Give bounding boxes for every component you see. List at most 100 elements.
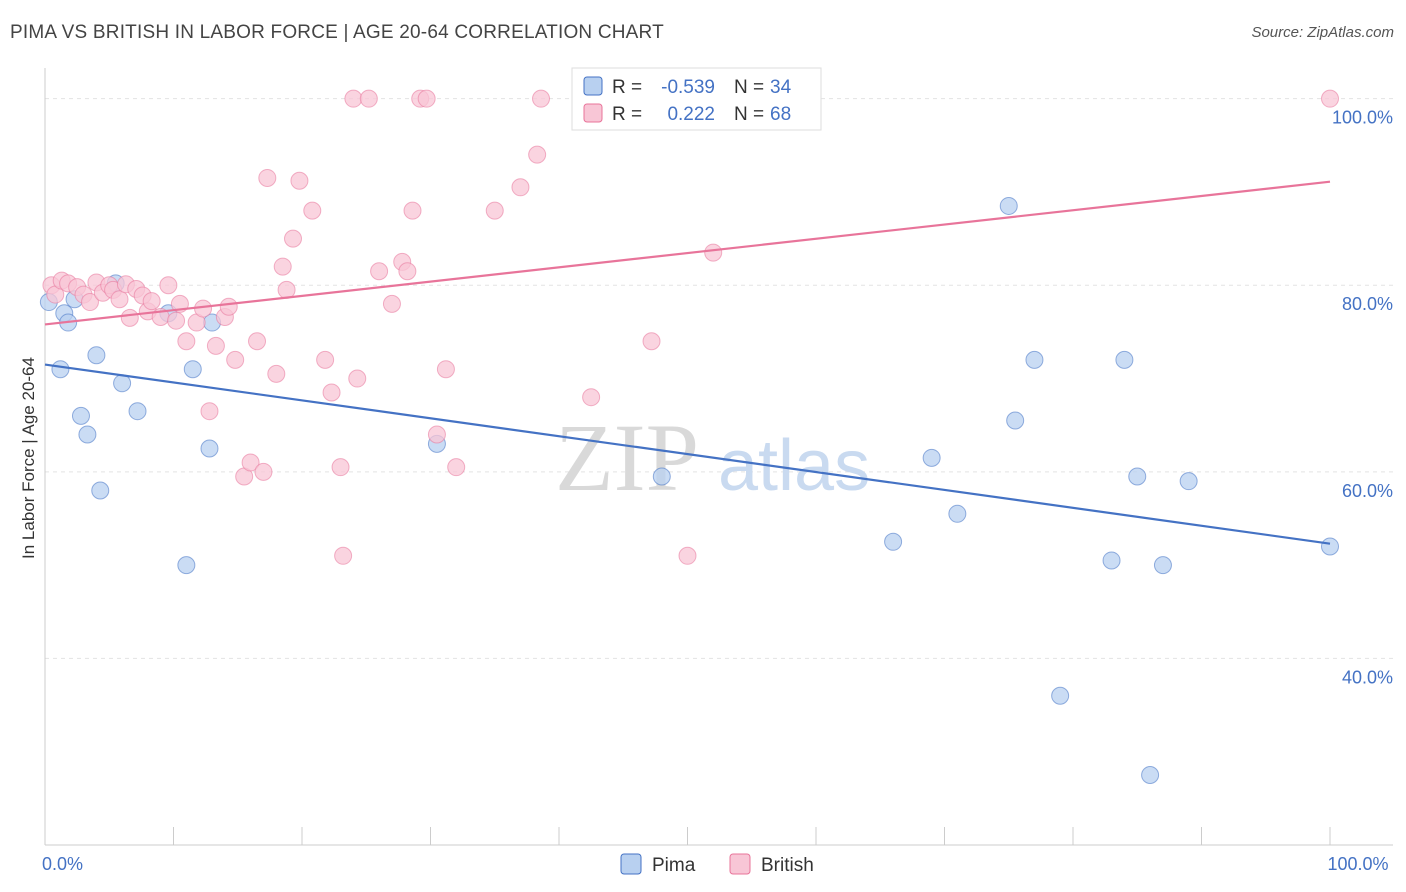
point-british [370,262,389,281]
y-tick-label: 40.0% [1342,667,1393,687]
legend-r-label-british: R = [612,104,642,125]
point-british [267,364,286,383]
grid-lines [45,98,1393,659]
point-british [241,453,260,472]
watermark-zip: ZIP [555,404,699,511]
trend-line-british [44,180,1331,326]
watermark: ZIP atlas [555,404,870,511]
y-tick-label: 100.0% [1332,108,1393,128]
point-british [403,201,422,220]
series-legend: Pima British [620,853,814,876]
axes [44,68,1393,846]
point-british [273,257,292,276]
point-british [427,425,446,444]
point-british [359,89,378,108]
y-tick-label: 60.0% [1342,481,1393,501]
point-british [316,350,335,369]
point-pima [200,439,219,458]
point-pima [113,374,132,393]
point-british [511,178,530,197]
legend-r-value-pima: -0.539 [661,77,715,98]
point-pima [1321,537,1339,556]
point-pima [1025,350,1044,369]
point-pima [652,467,671,486]
legend-box [571,67,822,131]
point-british [120,308,139,327]
point-british [382,294,401,313]
legend-swatch-british [583,103,603,123]
point-british [206,336,225,355]
point-british [80,293,99,312]
series-legend-label-pima: Pima [652,855,696,876]
point-british [532,89,551,108]
point-british [177,332,196,351]
point-british [254,462,273,481]
point-pima [71,406,90,425]
point-pima [948,504,967,523]
point-british [447,458,466,477]
legend-r-value-british: 0.222 [667,104,715,125]
point-british [1321,89,1339,108]
series-legend-swatch-pima [620,853,642,875]
legend-n-value-british: 68 [770,104,791,125]
point-british [348,369,367,388]
trend-lines [44,180,1331,545]
point-pima [51,360,70,379]
point-british [290,171,309,190]
point-british [248,332,267,351]
point-pima [922,448,941,467]
point-british [642,332,661,351]
point-pima [1115,350,1134,369]
point-british [159,276,178,295]
point-british [219,297,238,316]
point-pima [128,402,147,421]
point-british [322,383,341,402]
point-pima [87,346,106,365]
x-tick-label: 100.0% [1327,854,1388,874]
point-british [678,546,697,565]
point-pima [91,481,110,500]
point-pima [999,196,1018,215]
point-british [142,292,161,311]
source-credit: Source: ZipAtlas.com [1251,24,1394,41]
legend-swatch-pima [583,76,603,96]
point-british [704,243,723,262]
legend-r-label-pima: R = [612,77,642,98]
trend-line-pima [44,363,1331,545]
point-british [303,201,322,220]
point-british [417,89,436,108]
point-pima [177,556,196,575]
point-british [436,360,455,379]
point-pima [183,360,202,379]
point-pima [1179,472,1198,491]
series-legend-swatch-british [729,853,751,875]
point-pima [1006,411,1025,430]
point-british [528,145,547,164]
point-british [485,201,504,220]
data-points [39,89,1339,785]
point-british [284,229,303,248]
point-pima [1153,556,1172,575]
correlation-legend: R = -0.539 N = 34 R = 0.222 N = 68 [571,67,822,131]
legend-n-label-british: N = [734,104,764,125]
legend-n-label-pima: N = [734,77,764,98]
chart-title: PIMA VS BRITISH IN LABOR FORCE | AGE 20-… [10,22,664,43]
y-tick-label: 80.0% [1342,294,1393,314]
point-pima [1051,686,1070,705]
point-pima [884,532,903,551]
point-british [582,388,601,407]
x-tick-label: 0.0% [42,854,83,874]
point-british [344,89,363,108]
point-british [110,290,129,309]
point-british [167,311,186,330]
point-british [331,458,350,477]
legend-n-value-pima: 34 [770,77,792,98]
x-tick-labels: 0.0% 100.0% [42,854,1389,874]
point-pima [1128,467,1147,486]
point-british [200,402,219,421]
point-british [258,168,277,187]
point-pima [1102,551,1121,570]
point-british [226,350,245,369]
y-axis-label: In Labor Force | Age 20-64 [19,357,38,559]
